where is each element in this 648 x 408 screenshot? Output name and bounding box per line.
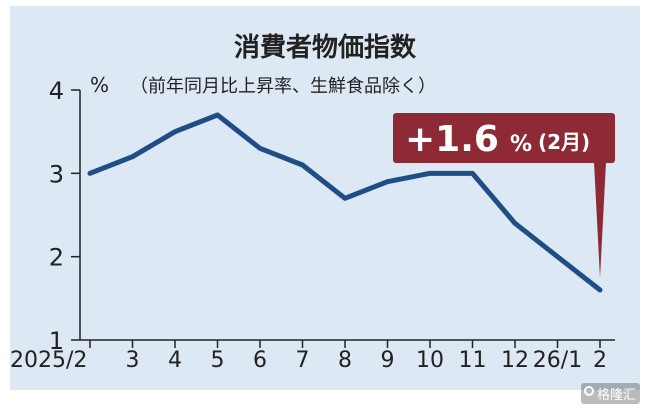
y-axis-ticks: 1 2 3 4 xyxy=(49,77,80,355)
x-tick-label: 8 xyxy=(338,348,352,373)
watermark-logo-icon xyxy=(583,386,594,396)
x-tick-label: 2025/2 xyxy=(10,348,87,373)
data-point xyxy=(258,146,262,151)
data-point xyxy=(470,171,475,176)
y-axis-unit: % xyxy=(90,73,109,97)
data-point xyxy=(343,196,347,201)
x-tick-label: 4 xyxy=(168,348,182,373)
data-point xyxy=(173,129,177,134)
axes xyxy=(79,90,615,341)
x-tick-label: 5 xyxy=(211,348,225,373)
x-tick-label: 3 xyxy=(126,348,140,373)
watermark: 格隆汇 xyxy=(580,383,640,404)
y-tick-label: 1 xyxy=(49,327,64,355)
y-tick-label: 2 xyxy=(49,244,64,272)
data-point xyxy=(215,113,220,117)
y-tick-label: 4 xyxy=(49,77,64,105)
x-tick-label: 6 xyxy=(253,348,267,373)
chart-title: 消費者物価指数 xyxy=(234,33,417,63)
series-layer xyxy=(87,112,603,293)
x-axis-ticks: 2025/2 3 4 5 6 7 8 9 10 11 12 26/1 2 xyxy=(10,340,607,373)
x-tick-label: 12 xyxy=(501,348,529,373)
chart-subtitle: （前年同月比上昇率、生鮮食品除く） xyxy=(130,76,436,97)
value-callout: +1.6 % (2月) xyxy=(393,113,615,278)
callout-pointer xyxy=(594,162,606,278)
x-tick-label: 10 xyxy=(416,348,444,373)
x-tick-label: 9 xyxy=(381,348,395,373)
callout-box xyxy=(393,113,615,163)
y-tick-label: 3 xyxy=(49,160,64,188)
callout-period: (2月) xyxy=(538,130,590,154)
x-tick-label: 2 xyxy=(593,348,607,373)
callout-value: +1.6 xyxy=(405,119,499,160)
data-point xyxy=(385,179,390,184)
data-point xyxy=(598,288,602,292)
watermark-text: 格隆汇 xyxy=(596,388,636,403)
data-point xyxy=(130,154,135,159)
data-point xyxy=(300,163,305,167)
x-tick-label: 26/1 xyxy=(533,348,582,373)
data-point xyxy=(88,171,92,176)
x-tick-label: 11 xyxy=(459,348,487,373)
data-point xyxy=(428,171,432,176)
callout-unit: % xyxy=(510,132,532,157)
data-point xyxy=(555,254,560,259)
data-point xyxy=(513,221,517,226)
x-tick-label: 7 xyxy=(296,348,310,373)
